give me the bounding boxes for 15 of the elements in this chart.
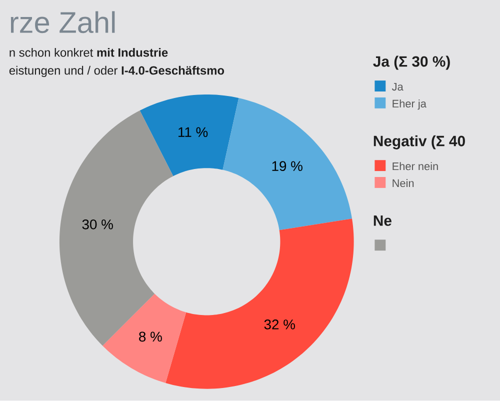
legend-label: Nein [392, 179, 414, 188]
legend-label: Ja [392, 83, 404, 91]
data-label: 32 % [264, 320, 295, 330]
text: Ne [374, 216, 392, 226]
text: Negativ (Σ 40 [374, 135, 465, 150]
text: eistungen und / oder I-4.0-Geschäftsmo [9, 66, 224, 78]
data-label: 11 % [178, 127, 208, 138]
data-label: 30 % [82, 220, 113, 230]
chart-title: rze Zahl [10, 11, 115, 34]
text: Ja (Σ 30 %) [373, 56, 450, 70]
legend-label: Eher nein [392, 162, 438, 170]
data-label: 19 % [272, 161, 302, 172]
chart-subtitle: n schon konkret mit Industrie [10, 48, 168, 57]
legend-label: Eher ja [392, 100, 426, 110]
data-label: 8 % [139, 332, 162, 342]
